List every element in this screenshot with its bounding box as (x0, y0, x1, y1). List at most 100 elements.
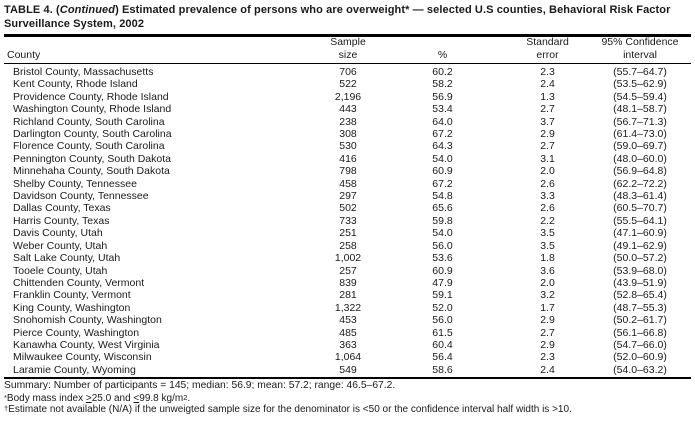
cell-stderr: 2.9 (540, 338, 555, 351)
cell-percent: 52.0 (432, 301, 453, 314)
table-row: Dallas County, Texas 502 65.6 2.6 (60.5–70.7… (4, 202, 691, 214)
cell-sample: 238 (339, 115, 357, 128)
cell-ci: (56.9–64.8) (613, 165, 667, 178)
cell-county: Davis County, Utah (13, 227, 103, 240)
cell-percent: 58.6 (432, 363, 453, 376)
cell-percent: 56.4 (432, 351, 453, 364)
cell-ci: (54.0–63.2) (613, 363, 667, 376)
cell-stderr: 2.7 (540, 140, 555, 153)
cell-percent: 56.0 (432, 239, 453, 252)
cell-county: Florence County, South Carolina (13, 140, 165, 153)
table-bottom-rule (4, 377, 691, 380)
cell-stderr: 3.1 (540, 152, 555, 165)
cell-county: Kent County, Rhode Island (13, 78, 138, 91)
cell-ci: (61.4–73.0) (613, 128, 667, 141)
ge-symbol: > (85, 392, 92, 404)
cell-county: Harris County, Texas (13, 214, 110, 227)
cell-ci: (62.2–72.2) (613, 177, 667, 190)
cell-stderr: 2.6 (540, 202, 555, 215)
cell-ci: (56.1–66.8) (613, 326, 667, 339)
table-row: Davidson County, Tennessee 297 54.8 3.3 (48.… (4, 190, 691, 202)
cell-percent: 56.0 (432, 314, 453, 327)
table-row: Providence County, Rhode Island 2,196 56.9… (4, 91, 691, 103)
cell-county: Providence County, Rhode Island (13, 90, 169, 103)
table-row: Weber County, Utah 258 56.0 3.5 (49.1–62.9) (4, 240, 691, 252)
cell-percent: 53.4 (432, 103, 453, 116)
cell-sample: 839 (339, 276, 357, 289)
table-title-rest: ) Estimated prevalence of persons who ar… (4, 4, 671, 30)
cell-percent: 67.2 (432, 177, 453, 190)
cell-ci: (53.9–68.0) (613, 264, 667, 277)
cell-percent: 64.0 (432, 115, 453, 128)
le-symbol: < (133, 392, 140, 404)
cell-stderr: 3.7 (540, 115, 555, 128)
dagger-marker: † (4, 404, 9, 414)
footnote-asterisk: *Body mass index >25.0 and <99.8 kg/m2. (4, 393, 691, 405)
cell-percent: 60.2 (432, 66, 453, 78)
cell-percent: 59.1 (432, 289, 453, 302)
cell-ci: (54.7–66.0) (613, 338, 667, 351)
table-row: Snohomish County, Washington 453 56.0 2.9 (5… (4, 314, 691, 326)
cell-percent: 59.8 (432, 214, 453, 227)
cell-stderr: 3.6 (540, 264, 555, 277)
cell-percent: 47.9 (432, 276, 453, 289)
cell-percent: 60.4 (432, 338, 453, 351)
cell-ci: (50.0–57.2) (613, 252, 667, 265)
cell-percent: 56.9 (432, 90, 453, 103)
cell-stderr: 2.4 (540, 363, 555, 376)
cell-sample: 363 (339, 338, 357, 351)
cell-county: Richland County, South Carolina (13, 115, 165, 128)
table-row: Franklin County, Vermont 281 59.1 3.2 (52.8–… (4, 289, 691, 301)
cell-sample: 706 (339, 66, 357, 78)
table-row: Chittenden County, Vermont 839 47.9 2.0 (43.… (4, 277, 691, 289)
cell-stderr: 2.6 (540, 177, 555, 190)
cell-ci: (48.1–58.7) (613, 103, 667, 116)
table-body: Bristol County, Massachusetts 706 60.2 2.3 (… (4, 64, 691, 377)
cell-stderr: 1.8 (540, 252, 555, 265)
header-ci-line1: 95% Confidence (601, 36, 679, 48)
footnote-dagger: †Estimate not available (N/A) if the unw… (4, 404, 691, 416)
footnote-asterisk-text: Body mass index (6, 392, 86, 404)
cell-ci: (48.0–60.0) (613, 152, 667, 165)
cell-sample: 281 (339, 289, 357, 302)
table-row: Florence County, South Carolina 530 64.3 2.… (4, 140, 691, 152)
cell-county: Davidson County, Tennessee (13, 190, 149, 203)
cell-sample: 530 (339, 140, 357, 153)
cell-ci: (55.7–64.7) (613, 66, 667, 78)
table-row: Salt Lake County, Utah 1,002 53.6 1.8 (50.0–… (4, 252, 691, 264)
table-row: Pennington County, South Dakota 416 54.0 3.… (4, 153, 691, 165)
title-rule (4, 34, 691, 37)
table-row: Washington County, Rhode Island 443 53.4 2.… (4, 103, 691, 115)
cell-percent: 58.2 (432, 78, 453, 91)
cell-percent: 60.9 (432, 264, 453, 277)
header-stderr-line1: Standard (526, 36, 569, 48)
table-row: Harris County, Texas 733 59.8 2.2 (55.5–64.1… (4, 215, 691, 227)
cell-sample: 258 (339, 239, 357, 252)
cell-sample: 485 (339, 326, 357, 339)
cell-stderr: 2.9 (540, 128, 555, 141)
cell-county: Salt Lake County, Utah (13, 252, 121, 265)
header-county: County (4, 50, 317, 64)
cell-county: Milwaukee County, Wisconsin (13, 351, 152, 364)
prevalence-table: Sample Standard 95% Confidence County si… (4, 37, 691, 376)
cell-stderr: 2.3 (540, 66, 555, 78)
cell-sample: 257 (339, 264, 357, 277)
cell-county: Pierce County, Washington (13, 326, 140, 339)
cell-sample: 458 (339, 177, 357, 190)
table-row: Richland County, South Carolina 238 64.0 3.… (4, 116, 691, 128)
cell-county: Pennington County, South Dakota (13, 152, 171, 165)
cell-county: Laramie County, Wyoming (13, 363, 136, 376)
cell-county: Kanawha County, West Virginia (13, 338, 160, 351)
cell-stderr: 2.3 (540, 351, 555, 364)
cell-sample: 1,002 (334, 252, 362, 265)
header-ci-line2: interval (589, 50, 691, 64)
cell-county: Minnehaha County, South Dakota (13, 165, 170, 178)
cell-percent: 53.6 (432, 252, 453, 265)
cell-county: Washington County, Rhode Island (13, 103, 172, 116)
table-row: Milwaukee County, Wisconsin 1,064 56.4 2.3 (… (4, 351, 691, 363)
cell-ci: (59.0–69.7) (613, 140, 667, 153)
table-row: King County, Washington 1,322 52.0 1.7 (48.7… (4, 302, 691, 314)
cell-sample: 502 (339, 202, 357, 215)
cell-ci: (56.7–71.3) (613, 115, 667, 128)
header-stderr-line2: error (506, 50, 589, 64)
